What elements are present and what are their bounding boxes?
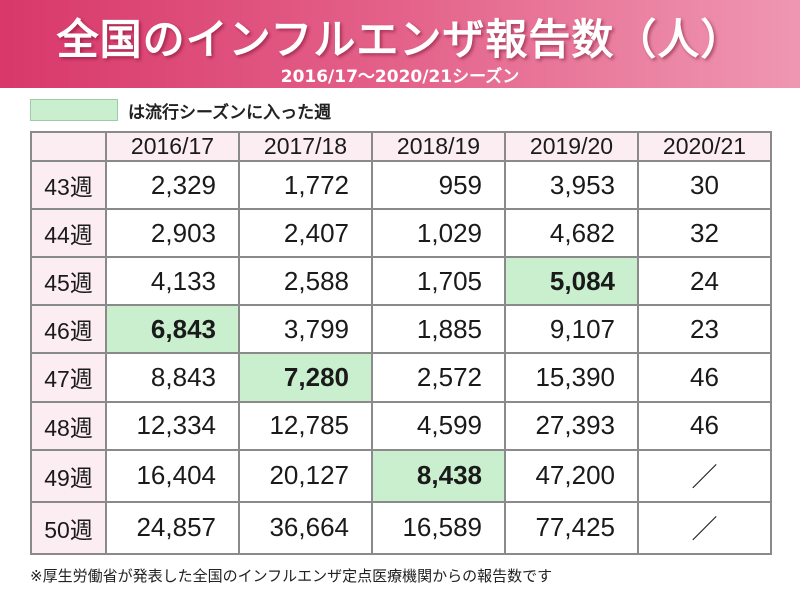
table-cell: 30: [637, 159, 772, 211]
season-start-cell: 5,084: [504, 256, 639, 307]
table-cell: 2,572: [371, 352, 506, 403]
table-cell: 32: [637, 208, 772, 259]
table-cell: 20,127: [238, 448, 373, 503]
week-label: 46週: [30, 304, 107, 355]
column-header: 2018/19: [371, 131, 506, 162]
table-cell: 2,407: [238, 208, 373, 259]
table-cell: 2,329: [105, 159, 240, 211]
table-cell: 4,682: [504, 208, 639, 259]
table-cell: 12,785: [238, 400, 373, 451]
table-cell: 8,843: [105, 352, 240, 403]
season-start-cell: 6,843: [105, 304, 240, 355]
table-cell: 23: [637, 304, 772, 355]
table-row: 43週 2,329 1,772 959 3,953 30: [30, 159, 772, 211]
table-cell: 16,589: [371, 500, 506, 556]
season-start-cell: 7,280: [238, 352, 373, 403]
table-cell: 24: [637, 256, 772, 307]
table-corner-cell: [30, 131, 107, 162]
table-cell: ／: [637, 500, 772, 556]
table-cell: 15,390: [504, 352, 639, 403]
table-cell: 4,599: [371, 400, 506, 451]
table-cell: 27,393: [504, 400, 639, 451]
table-row: 45週 4,133 2,588 1,705 5,084 24: [30, 256, 772, 307]
table-cell: 2,903: [105, 208, 240, 259]
table-cell: ／: [637, 448, 772, 503]
footnote: ※厚生労働省が発表した全国のインフルエンザ定点医療機関からの報告数です: [30, 567, 553, 585]
table-row: 49週 16,404 20,127 8,438 47,200 ／: [30, 448, 772, 503]
week-label: 47週: [30, 352, 107, 403]
week-label: 44週: [30, 208, 107, 259]
table-cell: 47,200: [504, 448, 639, 503]
table-cell: 2,588: [238, 256, 373, 307]
table-cell: 3,799: [238, 304, 373, 355]
column-header: 2016/17: [105, 131, 240, 162]
table-cell: 3,953: [504, 159, 639, 211]
column-header: 2019/20: [504, 131, 639, 162]
table-row: 46週 6,843 3,799 1,885 9,107 23: [30, 304, 772, 355]
table-cell: 77,425: [504, 500, 639, 556]
table-cell: 959: [371, 159, 506, 211]
table-cell: 4,133: [105, 256, 240, 307]
table-cell: 1,772: [238, 159, 373, 211]
table-cell: 46: [637, 352, 772, 403]
legend-swatch: [30, 99, 118, 121]
table-cell: 9,107: [504, 304, 639, 355]
table-row: 50週 24,857 36,664 16,589 77,425 ／: [30, 500, 772, 556]
table-cell: 16,404: [105, 448, 240, 503]
table-cell: 46: [637, 400, 772, 451]
table-cell: 1,029: [371, 208, 506, 259]
page-title: 全国のインフルエンザ報告数（人）: [56, 15, 744, 64]
column-header: 2020/21: [637, 131, 772, 162]
legend: は流行シーズンに入った週: [30, 98, 332, 123]
legend-label: は流行シーズンに入った週: [128, 102, 332, 123]
flu-report-table: 2016/17 2017/18 2018/19 2019/20 2020/21 …: [30, 131, 772, 556]
title-banner: 全国のインフルエンザ報告数（人） 2016/17〜2020/21シーズン: [0, 0, 800, 88]
week-label: 48週: [30, 400, 107, 451]
table-row: 47週 8,843 7,280 2,572 15,390 46: [30, 352, 772, 403]
table-cell: 36,664: [238, 500, 373, 556]
table-cell: 12,334: [105, 400, 240, 451]
week-label: 50週: [30, 500, 107, 556]
column-header: 2017/18: [238, 131, 373, 162]
season-start-cell: 8,438: [371, 448, 506, 503]
week-label: 45週: [30, 256, 107, 307]
table-cell: 1,885: [371, 304, 506, 355]
table-row: 48週 12,334 12,785 4,599 27,393 46: [30, 400, 772, 451]
table-cell: 24,857: [105, 500, 240, 556]
table-row: 44週 2,903 2,407 1,029 4,682 32: [30, 208, 772, 259]
table-header-row: 2016/17 2017/18 2018/19 2019/20 2020/21: [30, 131, 772, 162]
table-cell: 1,705: [371, 256, 506, 307]
week-label: 49週: [30, 448, 107, 503]
page-subtitle: 2016/17〜2020/21シーズン: [280, 67, 520, 87]
week-label: 43週: [30, 159, 107, 211]
